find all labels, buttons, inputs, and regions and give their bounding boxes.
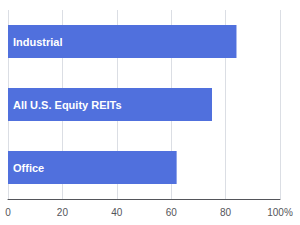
svg-text:100%: 100% bbox=[267, 207, 293, 218]
svg-text:40: 40 bbox=[111, 207, 123, 218]
svg-text:80: 80 bbox=[220, 207, 232, 218]
svg-text:Office: Office bbox=[13, 162, 44, 174]
svg-text:All U.S. Equity REITs: All U.S. Equity REITs bbox=[13, 99, 122, 111]
svg-text:20: 20 bbox=[57, 207, 69, 218]
svg-text:60: 60 bbox=[166, 207, 178, 218]
svg-text:Industrial: Industrial bbox=[13, 36, 63, 48]
svg-text:0: 0 bbox=[5, 207, 11, 218]
